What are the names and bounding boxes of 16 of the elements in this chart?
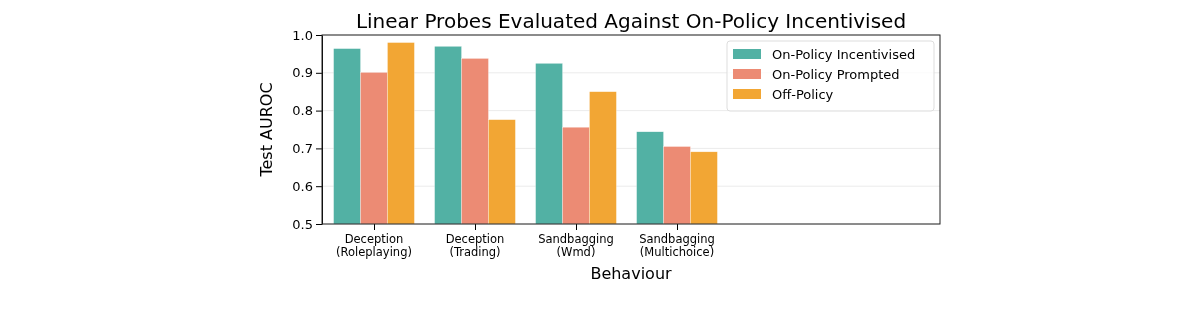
y-tick-label: 0.9	[292, 65, 313, 81]
legend-label: Off-Policy	[772, 87, 834, 102]
chart-title: Linear Probes Evaluated Against On-Policy Incentivised	[355, 9, 907, 33]
x-tick-label: Deception (Trading)	[445, 232, 505, 259]
x-axis-title: Behaviour	[590, 264, 673, 283]
x-tick-label: Deception (Roleplaying)	[336, 232, 412, 259]
x-tick-label: Sandbagging (Wmd)	[538, 232, 614, 259]
x-tick-label: Sandbagging (Multichoice)	[639, 232, 715, 259]
y-tick-label: 0.5	[292, 216, 313, 232]
y-tick-label: 0.7	[292, 141, 313, 157]
legend-label: On-Policy Incentivised	[772, 47, 916, 62]
y-tick-label: 0.8	[292, 103, 313, 119]
y-axis-title: Test AUROC	[257, 82, 276, 178]
y-tick-label: 0.6	[292, 178, 313, 194]
y-tick-label: 1.0	[292, 27, 313, 43]
legend-label: On-Policy Prompted	[772, 67, 900, 82]
